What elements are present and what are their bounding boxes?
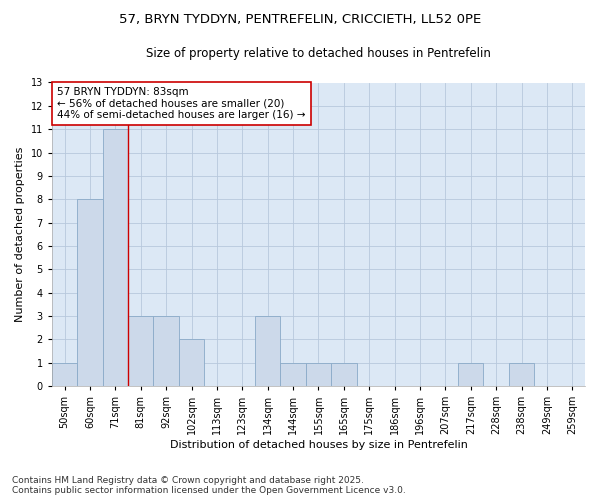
Y-axis label: Number of detached properties: Number of detached properties [15, 146, 25, 322]
Bar [509, 362, 534, 386]
Bar [128, 316, 154, 386]
Text: 57 BRYN TYDDYN: 83sqm
← 56% of detached houses are smaller (20)
44% of semi-deta: 57 BRYN TYDDYN: 83sqm ← 56% of detached … [57, 87, 306, 120]
Bar [306, 362, 331, 386]
Title: Size of property relative to detached houses in Pentrefelin: Size of property relative to detached ho… [146, 48, 491, 60]
Bar [255, 316, 280, 386]
Bar [52, 362, 77, 386]
Bar [458, 362, 484, 386]
Bar [154, 316, 179, 386]
X-axis label: Distribution of detached houses by size in Pentrefelin: Distribution of detached houses by size … [170, 440, 467, 450]
Text: Contains HM Land Registry data © Crown copyright and database right 2025.
Contai: Contains HM Land Registry data © Crown c… [12, 476, 406, 495]
Text: 57, BRYN TYDDYN, PENTREFELIN, CRICCIETH, LL52 0PE: 57, BRYN TYDDYN, PENTREFELIN, CRICCIETH,… [119, 12, 481, 26]
Bar [280, 362, 306, 386]
Bar [103, 129, 128, 386]
Bar [179, 340, 204, 386]
Bar [77, 199, 103, 386]
Bar [331, 362, 356, 386]
